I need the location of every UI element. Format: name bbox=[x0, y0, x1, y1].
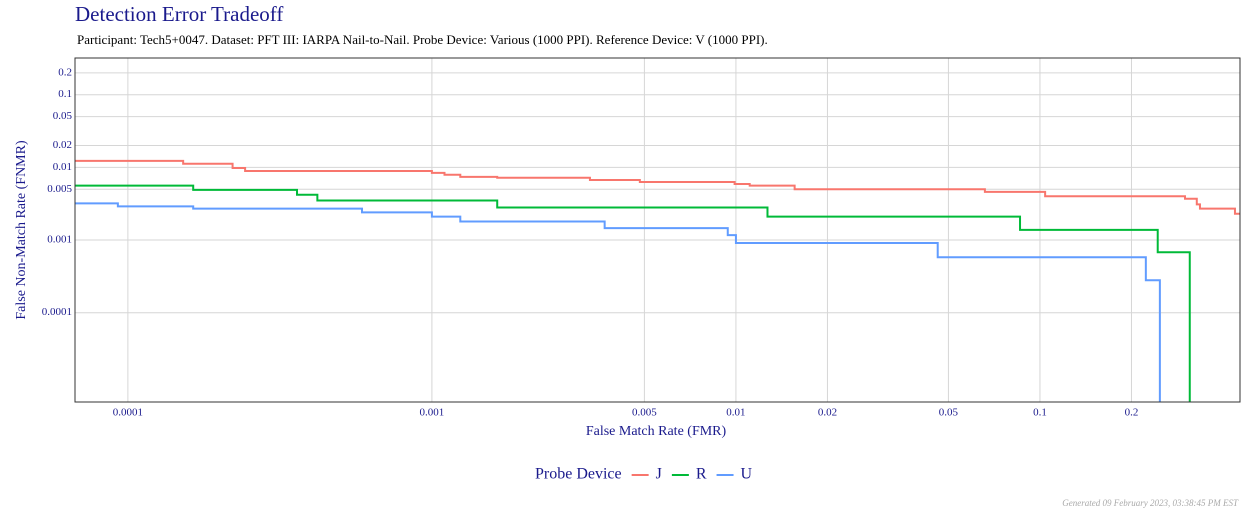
det-curve bbox=[75, 184, 1191, 402]
legend-title: Probe Device bbox=[535, 466, 622, 483]
x-tick-label: 0.001 bbox=[420, 407, 445, 419]
chart-title: Detection Error Tradeoff bbox=[75, 2, 283, 26]
x-tick-label: 0.05 bbox=[939, 407, 959, 419]
y-tick-label: 0.01 bbox=[53, 161, 72, 173]
x-tick-label: 0.005 bbox=[632, 407, 657, 419]
footer: Generated 09 February 2023, 03:38:45 PM … bbox=[1062, 498, 1239, 508]
y-tick-label: 0.02 bbox=[53, 139, 72, 151]
y-tick-label: 0.2 bbox=[58, 66, 72, 78]
x-tick-label: 0.1 bbox=[1033, 407, 1047, 419]
det-curve bbox=[75, 202, 1161, 402]
legend-label: U bbox=[741, 466, 753, 483]
legend-label: R bbox=[696, 466, 707, 483]
y-tick-label: 0.05 bbox=[53, 110, 73, 122]
x-tick-label: 0.02 bbox=[818, 407, 837, 419]
y-axis-title: False Non-Match Rate (FNMR) bbox=[14, 140, 29, 320]
plot-frame bbox=[74, 57, 1241, 403]
y-tick-label: 0.001 bbox=[47, 234, 72, 246]
y-tick-label: 0.1 bbox=[58, 88, 72, 100]
legend-label: J bbox=[656, 466, 662, 483]
x-axis-title: False Match Rate (FMR) bbox=[586, 424, 727, 439]
chart-subtitle: Participant: Tech5+0047. Dataset: PFT II… bbox=[77, 32, 768, 47]
x-tick-label: 0.01 bbox=[726, 407, 745, 419]
det-curve bbox=[75, 159, 1240, 215]
y-tick-label: 0.0001 bbox=[42, 306, 72, 318]
x-tick-label: 0.0001 bbox=[113, 407, 143, 419]
y-tick-label: 0.005 bbox=[47, 183, 72, 195]
x-tick-label: 0.2 bbox=[1125, 407, 1139, 419]
